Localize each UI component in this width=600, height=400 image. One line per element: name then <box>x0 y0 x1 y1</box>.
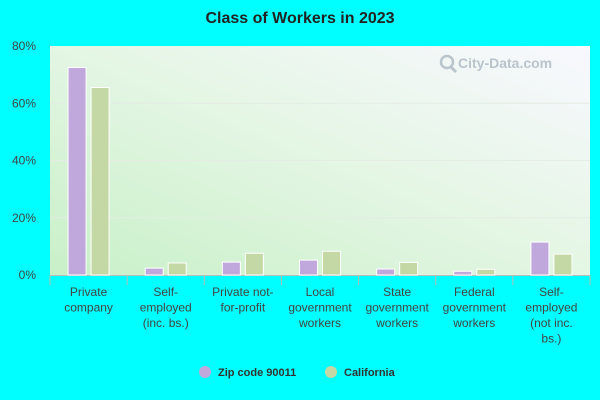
bars <box>67 66 573 276</box>
magnifier-icon <box>439 54 458 74</box>
chart-title: Class of Workers in 2023 <box>205 10 394 27</box>
legend-label: California <box>344 367 396 379</box>
bar-zip[interactable] <box>299 259 318 276</box>
bar-zip[interactable] <box>376 268 396 276</box>
bar-california[interactable] <box>167 262 187 276</box>
bar-california[interactable] <box>553 253 573 276</box>
x-tick-label: Self-employed (not inc. bs.) <box>525 285 577 346</box>
x-tick-label: Self-employed (inc. bs.) <box>140 285 192 330</box>
legend: Zip code 90011 California <box>199 366 396 379</box>
y-axis: 0% 20% 40% 60% 80% <box>12 39 36 282</box>
y-tick-label: 20% <box>12 211 36 225</box>
x-tick-label: Federal government workers <box>443 285 507 330</box>
legend-swatch <box>325 366 337 378</box>
watermark: City-Data.com <box>439 54 552 74</box>
bar-california[interactable] <box>476 268 496 276</box>
y-tick-label: 40% <box>12 154 36 168</box>
y-tick-label: 80% <box>12 39 36 53</box>
bar-zip[interactable] <box>221 261 241 276</box>
bar-california[interactable] <box>322 250 341 276</box>
bar-zip[interactable] <box>144 267 164 276</box>
x-tick-label: Private not-for-profit <box>212 285 273 315</box>
bar-zip[interactable] <box>453 270 473 276</box>
y-tick-label: 0% <box>19 268 37 282</box>
x-tick-label: Local government workers <box>288 285 352 330</box>
bar-california[interactable] <box>90 87 110 276</box>
legend-swatch <box>199 366 211 378</box>
bar-zip[interactable] <box>67 66 87 276</box>
bar-california[interactable] <box>244 252 264 276</box>
x-tick-label: Private company <box>64 285 113 315</box>
watermark-text: City-Data.com <box>458 55 552 71</box>
x-tick-label: State government workers <box>365 285 429 330</box>
bar-california[interactable] <box>399 261 419 276</box>
y-tick-label: 60% <box>12 96 36 110</box>
gridlines <box>50 102 590 219</box>
bar-zip[interactable] <box>530 241 550 276</box>
legend-label: Zip code 90011 <box>218 367 296 379</box>
x-axis: Private company Self-employed (inc. bs.) Pri… <box>49 275 591 346</box>
